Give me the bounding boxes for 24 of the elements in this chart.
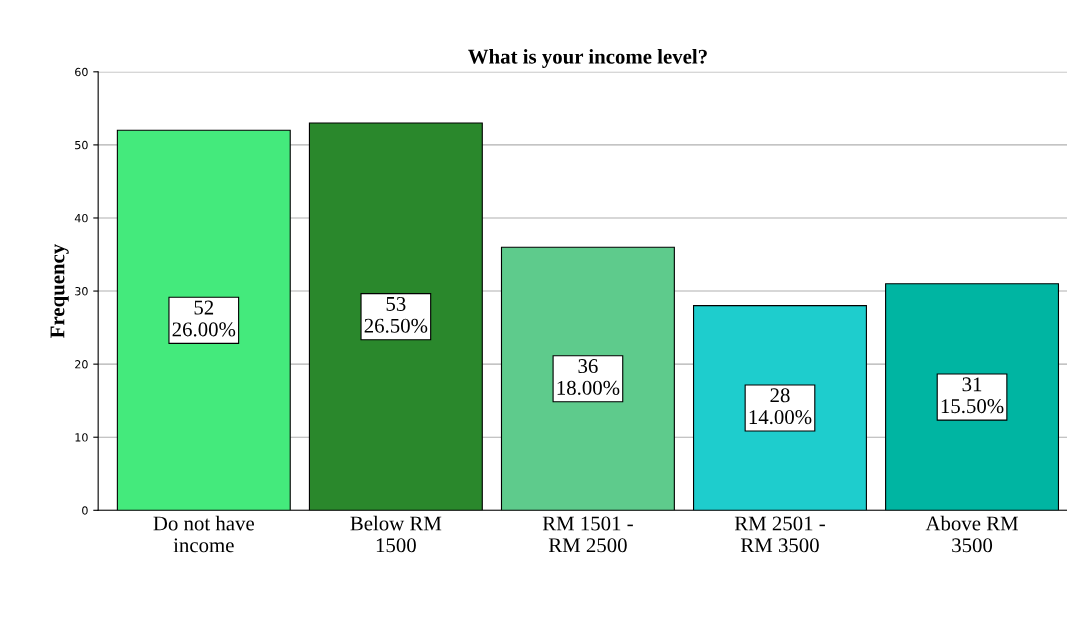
y-tick-label: 10 [75,433,88,442]
y-tick-label: 50 [75,140,88,150]
x-tick-label: Below RM 1500 [350,515,442,553]
bar [116,129,291,511]
x-tick-label: RM 1501 - RM 2500 [542,516,633,553]
bar [885,283,1060,511]
x-tick-label: Above RM 3500 [925,515,1019,553]
bar [308,122,483,511]
chart-title: What is your income level? [468,49,707,68]
x-tick-label: Do not have income [153,515,254,553]
x-tick-label: RM 2501 - RM 3500 [734,516,825,553]
data-label: 52 26.00% [172,300,236,337]
y-axis-title: Frequency [50,244,69,338]
bar [692,305,867,511]
data-label: 53 26.50% [364,296,428,333]
data-label: 36 18.00% [557,359,620,395]
y-tick-label: 0 [82,506,88,515]
data-label: 28 14.00% [749,388,812,425]
y-tick-label: 30 [75,287,88,296]
data-label: 31 15.50% [941,377,1004,414]
y-tick-label: 20 [75,360,88,369]
y-tick-label: 60 [75,67,88,77]
y-tick-label: 40 [74,213,88,223]
bar [500,246,675,511]
